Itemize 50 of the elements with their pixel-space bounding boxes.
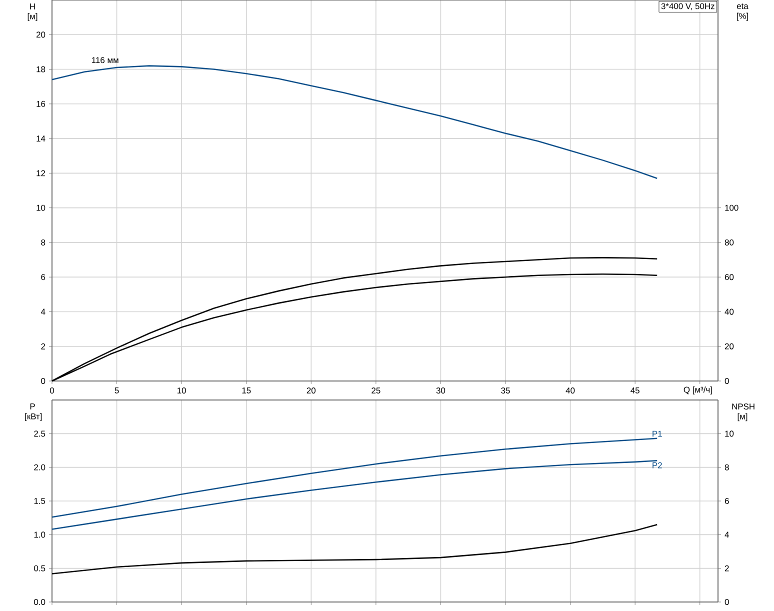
y-axis-title: H [м] [28, 4, 38, 22]
y-tick-label: 14 [36, 136, 46, 142]
x-tick-label: 45 [630, 388, 640, 394]
series-label: P1 [652, 430, 662, 437]
y2-tick-label: 2 [724, 565, 729, 572]
x-tick-label: 20 [306, 388, 316, 394]
x-axis-title: Q [м³/ч] [684, 386, 712, 394]
annotation: 116 мм [92, 57, 118, 64]
y-tick-label: 1.0 [34, 532, 46, 538]
y-tick-label: 2 [41, 343, 46, 350]
line-series [51, 524, 658, 574]
y2-tick-label: 40 [724, 308, 734, 315]
y-tick-label: 12 [36, 170, 46, 176]
y-tick-label: 20 [36, 32, 46, 38]
x-tick-label: 35 [501, 388, 510, 394]
y-tick-label: 4 [40, 308, 46, 315]
y-tick-label: 0.5 [34, 565, 46, 572]
y2-tick-label: 8 [724, 464, 729, 470]
y2-tick-label: 60 [724, 274, 734, 280]
x-tick-label: 10 [178, 388, 186, 394]
y-tick-label: 18 [36, 66, 46, 72]
y2-tick-label: 4 [724, 532, 729, 538]
chart-title: 3*400 V, 50Hz [661, 3, 714, 10]
y-tick-label: 2.0 [34, 464, 46, 470]
y-tick-label: 1.5 [34, 498, 46, 504]
y-tick-label: 2.5 [34, 430, 46, 437]
y2-tick-label: 6 [724, 498, 729, 504]
y2-tick-label: 20 [724, 343, 734, 350]
y-tick-label: 16 [36, 100, 46, 107]
y2-tick-label: 100 [725, 204, 738, 211]
y2-tick-label: 80 [724, 239, 734, 246]
x-tick-label: 40 [566, 388, 575, 394]
y2-tick-label: 0 [724, 599, 729, 605]
y-tick-label: 0 [41, 378, 46, 384]
y-axis-title: P [кВт] [25, 404, 42, 422]
x-tick-label: 30 [436, 388, 446, 394]
series-label: P2 [652, 462, 662, 468]
x-tick-label: 0 [50, 388, 54, 394]
y2-axis-title: eta [%] [736, 4, 748, 21]
x-tick-label: 15 [242, 388, 251, 394]
y2-axis-title: NPSH [м] [732, 404, 754, 422]
y-tick-label: 10 [36, 204, 46, 211]
y2-tick-label: 0 [724, 378, 729, 384]
y-tick-label: 6 [41, 274, 46, 280]
x-tick-label: 25 [372, 388, 380, 394]
y-tick-label: 8 [41, 239, 46, 246]
x-tick-label: 5 [114, 388, 119, 394]
line-series [51, 65, 658, 180]
y-tick-label: 0.0 [34, 599, 46, 605]
y2-tick-label: 10 [725, 430, 734, 437]
